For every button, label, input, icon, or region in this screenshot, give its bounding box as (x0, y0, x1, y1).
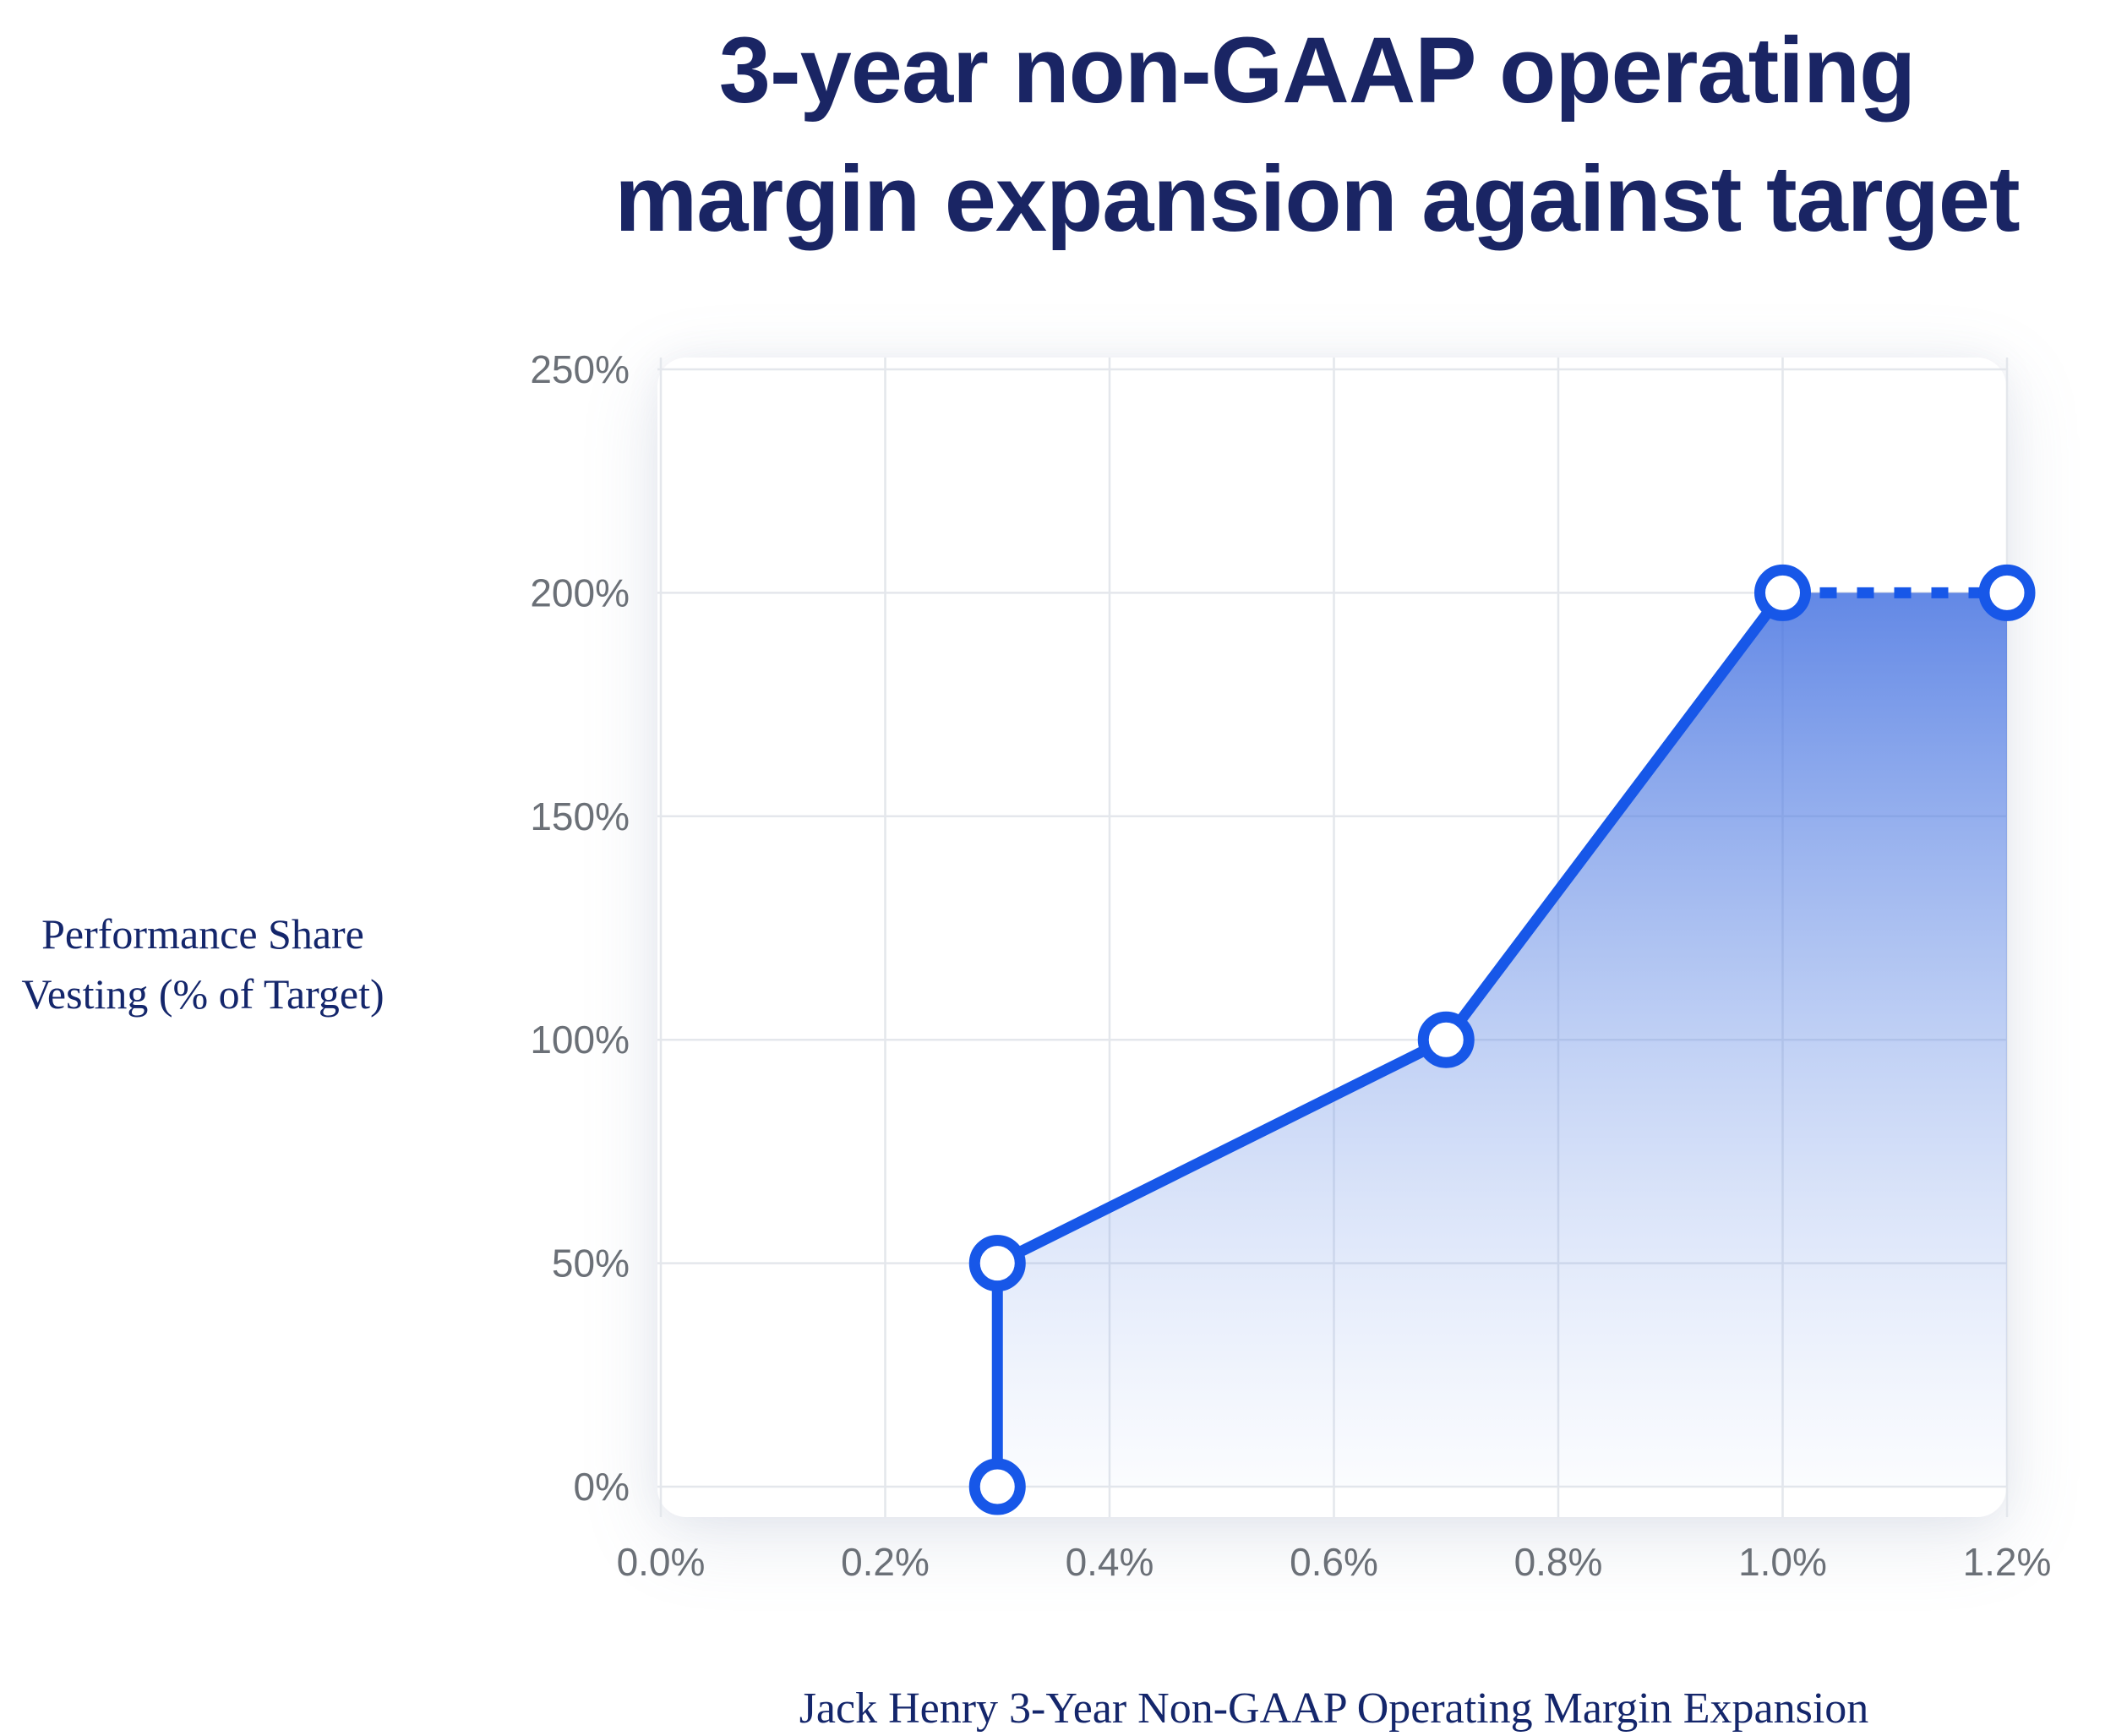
x-tick-label: 0.4% (1066, 1540, 1154, 1584)
x-tick-label: 1.2% (1963, 1540, 2052, 1584)
data-point-marker (1978, 564, 2036, 621)
y-axis-title-line1: Performance Share (41, 910, 364, 958)
x-tick-label: 0.2% (841, 1540, 930, 1584)
x-axis-caption: Jack Henry 3-Year Non-GAAP Operating Mar… (799, 1684, 1869, 1733)
y-tick-label: 0% (574, 1465, 630, 1509)
data-point-marker (968, 1458, 1026, 1515)
area-fill (997, 592, 2007, 1487)
y-tick-label: 250% (530, 347, 630, 391)
x-tick-label: 0.8% (1514, 1540, 1603, 1584)
y-axis-title: Performance Share Vesting (% of Target) (0, 904, 414, 1024)
chart-title-line2: margin expansion against target (614, 146, 2020, 251)
data-point-marker (1417, 1011, 1475, 1068)
series-vesting-schedule (991, 587, 1788, 1493)
y-tick-label: 150% (530, 794, 630, 838)
chart-title-line1: 3-year non-GAAP operating (718, 19, 1916, 123)
data-point-marker (1754, 564, 1811, 621)
y-tick-label: 50% (552, 1242, 630, 1286)
y-tick-label: 200% (530, 570, 630, 614)
y-tick-label: 100% (530, 1018, 630, 1062)
x-tick-label: 0.0% (617, 1540, 706, 1584)
y-axis-title-line2: Vesting (% of Target) (21, 970, 384, 1018)
data-point-marker (968, 1235, 1026, 1292)
chart-title: 3-year non-GAAP operating margin expansio… (507, 7, 2127, 264)
x-tick-label: 1.0% (1738, 1540, 1827, 1584)
x-tick-label: 0.6% (1290, 1540, 1378, 1584)
